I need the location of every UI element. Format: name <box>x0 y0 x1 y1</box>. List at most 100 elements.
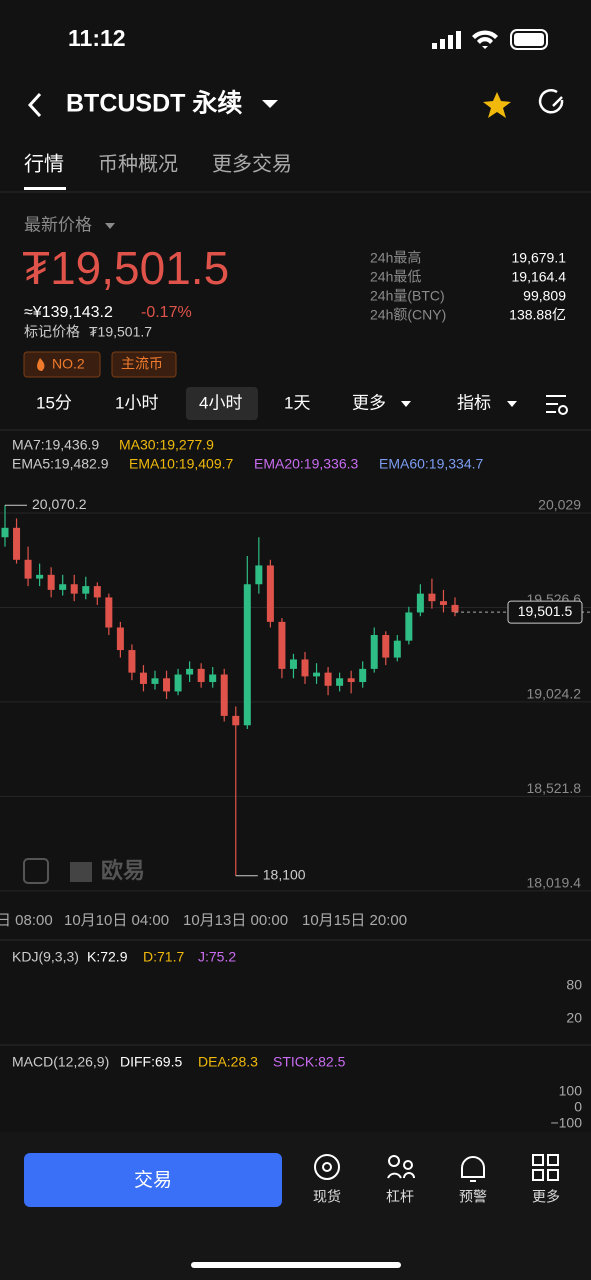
interval[interactable]: 指标 <box>457 393 491 412</box>
candle-body <box>266 565 274 622</box>
interval[interactable]: 15分 <box>36 393 72 412</box>
tab[interactable]: 行情 <box>24 152 64 175</box>
stat-label: 24h最低 <box>370 269 421 285</box>
candle-body <box>174 674 182 692</box>
y-tick-label: 20,029 <box>538 497 581 513</box>
candle-body <box>301 659 309 677</box>
stat-value: 19,164.4 <box>512 269 567 285</box>
candle-body <box>220 674 228 716</box>
nav-label[interactable]: 预警 <box>459 1189 487 1205</box>
candle-body <box>451 604 459 613</box>
candle-body <box>93 586 101 598</box>
cny-price: ≈¥139,143.2 <box>24 304 113 321</box>
indicator: EMA60:19,334.7 <box>379 456 484 472</box>
candle-body <box>405 612 413 641</box>
status-bg <box>0 0 591 80</box>
back-button[interactable] <box>27 92 42 118</box>
last-price: ₮19,501.5 <box>22 242 229 294</box>
candle-body <box>24 559 32 579</box>
interval-active <box>186 387 258 420</box>
favorite-star[interactable] <box>483 92 511 118</box>
kdj-tick: 80 <box>566 977 582 993</box>
candle-body <box>278 621 286 669</box>
nav-label[interactable]: 现货 <box>313 1189 341 1205</box>
candle-body <box>232 715 240 726</box>
stat-label: 24h最高 <box>370 250 421 266</box>
badge[interactable] <box>23 351 101 378</box>
pair-title[interactable]: BTCUSDT 永续 <box>66 89 242 118</box>
x-axis-label: 10月13日 00:00 <box>183 912 288 929</box>
annotation: 18,100 <box>263 866 306 882</box>
indicator: EMA10:19,409.7 <box>129 456 234 472</box>
x-axis-label: 10月10日 04:00 <box>64 912 169 929</box>
y-tick-label: 19,024.2 <box>527 686 582 702</box>
indicator: EMA20:19,336.3 <box>254 456 359 472</box>
candle-body <box>128 650 136 673</box>
home-indicator <box>191 1262 401 1268</box>
candle-body <box>370 635 378 669</box>
tab-indicator <box>24 187 66 190</box>
interval[interactable]: 4小时 <box>199 393 242 412</box>
y-tick-label: 18,019.4 <box>527 875 582 891</box>
candle-body <box>70 584 78 594</box>
candle-body <box>151 678 159 684</box>
candle-body <box>116 627 124 651</box>
nav-label[interactable]: 杠杆 <box>386 1189 414 1205</box>
stat-value: 138.88亿 <box>509 307 566 323</box>
x-axis-label: 日 08:00 <box>0 912 53 929</box>
interval[interactable]: 1天 <box>284 393 310 412</box>
pair-dropdown[interactable] <box>262 100 278 108</box>
candle-body <box>163 678 171 692</box>
candle-body <box>393 640 401 658</box>
watermark <box>23 858 92 884</box>
candle-body <box>59 584 67 590</box>
candle-body <box>13 527 21 560</box>
trade-button[interactable] <box>24 1153 282 1207</box>
mark-value: ₮19,501.7 <box>89 324 152 340</box>
macd-diff: DIFF:69.5 <box>120 1054 182 1070</box>
candle-body <box>186 668 194 675</box>
interval[interactable]: 更多 <box>352 393 386 412</box>
x-axis-label: 10月15日 20:00 <box>302 912 407 929</box>
price-change: -0.17% <box>141 304 192 321</box>
candle-body <box>382 635 390 658</box>
refresh-icon[interactable] <box>538 89 564 114</box>
trade-button-text: 交易 <box>134 1169 172 1191</box>
last-price-box <box>507 600 583 624</box>
candle-body <box>243 584 251 726</box>
interval[interactable]: 1小时 <box>115 393 158 412</box>
candle-body <box>347 678 355 683</box>
annotation: 20,070.2 <box>32 496 87 512</box>
macd-tick: −100 <box>550 1115 582 1131</box>
tab[interactable]: 币种概况 <box>98 152 178 175</box>
y-tick-label: 18,521.8 <box>527 780 582 796</box>
badge-text: NO.2 <box>52 356 85 372</box>
candle-body <box>416 593 424 613</box>
macd-tick: 100 <box>559 1083 583 1099</box>
tab[interactable]: 更多交易 <box>212 152 292 175</box>
status-icons <box>432 29 548 50</box>
nav-label[interactable]: 更多 <box>532 1189 560 1205</box>
candle-body <box>105 597 113 628</box>
price-label: 最新价格 <box>24 215 92 234</box>
candle-body <box>209 674 217 683</box>
indicator: EMA5:19,482.9 <box>12 456 109 472</box>
stat-value: 99,809 <box>523 288 566 304</box>
fire-icon <box>37 358 45 371</box>
indicator: MA30:19,277.9 <box>119 437 214 453</box>
kdj-title: KDJ(9,3,3) <box>12 949 79 965</box>
stat-label: 24h额(CNY) <box>370 307 446 323</box>
price-label-arrow <box>105 223 115 229</box>
candle-body <box>197 668 205 683</box>
candle-body <box>139 672 147 684</box>
kdj-d: D:71.7 <box>143 949 184 965</box>
stat-value: 19,679.1 <box>512 250 567 266</box>
badge[interactable] <box>111 351 177 378</box>
candle-body <box>324 672 332 686</box>
candle-body <box>359 668 367 683</box>
clock: 11:12 <box>68 25 126 51</box>
candle-body <box>289 659 297 669</box>
settings-icon[interactable] <box>546 395 568 415</box>
candle-body <box>1 527 9 538</box>
